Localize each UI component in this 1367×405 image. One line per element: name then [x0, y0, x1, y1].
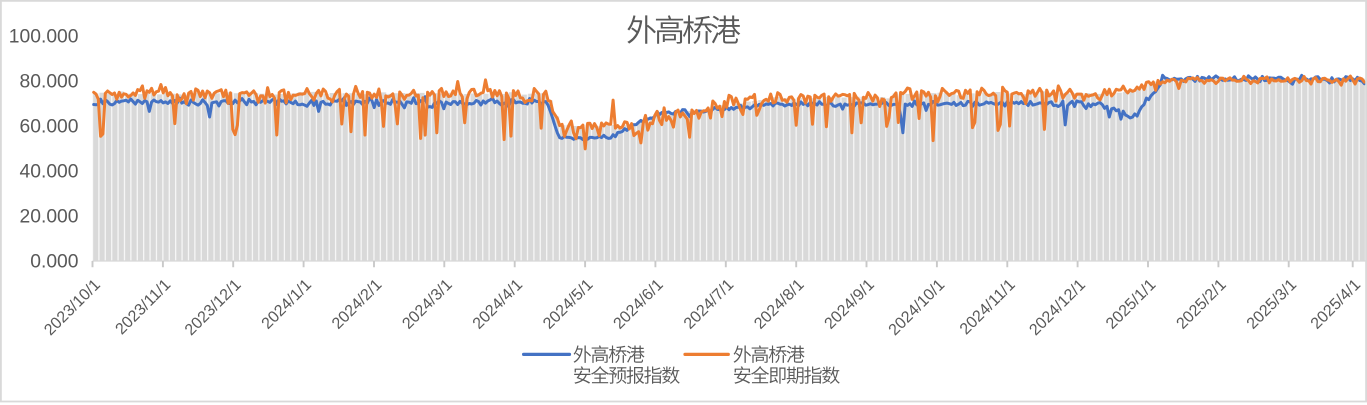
svg-text:80.000: 80.000	[20, 71, 79, 92]
svg-text:100.000: 100.000	[9, 26, 79, 47]
svg-text:0.000: 0.000	[30, 251, 78, 272]
svg-text:20.000: 20.000	[20, 206, 79, 227]
svg-text:60.000: 60.000	[20, 116, 79, 137]
svg-text:40.000: 40.000	[20, 161, 79, 182]
